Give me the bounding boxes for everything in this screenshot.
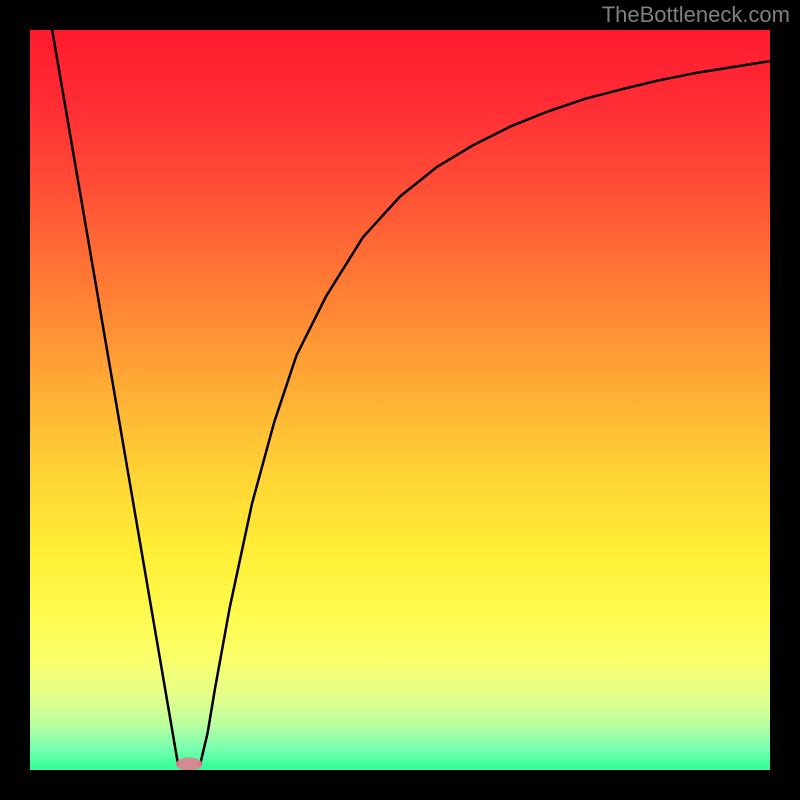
watermark-text: TheBottleneck.com bbox=[602, 2, 790, 28]
bottleneck-curve-chart bbox=[30, 30, 770, 770]
chart-area bbox=[30, 30, 770, 770]
